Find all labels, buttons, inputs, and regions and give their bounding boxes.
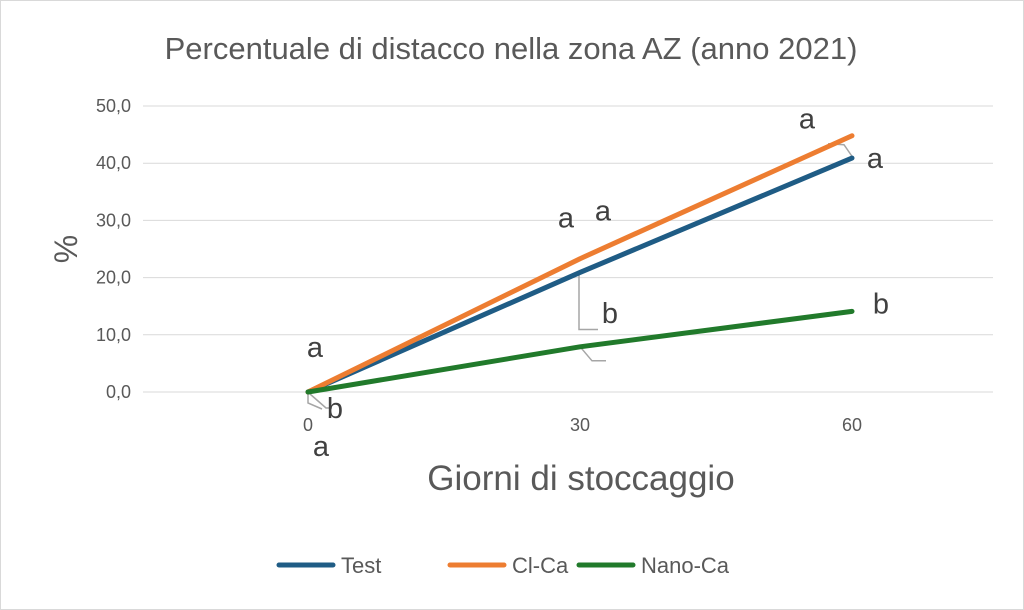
series-line-1 [308, 136, 852, 392]
legend: Test Cl-Ca Nano-Ca [279, 553, 730, 578]
data-label: a [799, 104, 816, 136]
data-label: a [307, 332, 324, 364]
chart-title: Percentuale di distacco nella zona AZ (a… [165, 31, 858, 66]
y-tick-labels: 0,0 10,0 20,0 30,0 40,0 50,0 [96, 96, 131, 402]
data-label: b [327, 393, 343, 425]
data-label: a [313, 431, 330, 463]
leader-nano-30 [581, 348, 606, 361]
data-label: b [602, 298, 618, 330]
y-axis-title: % [48, 235, 84, 263]
y-tick-label: 0,0 [106, 382, 131, 402]
y-tick-label: 30,0 [96, 210, 131, 230]
y-tick-label: 50,0 [96, 96, 131, 116]
legend-label-2: Nano-Ca [641, 553, 730, 578]
data-label: b [873, 288, 889, 320]
x-tick-label: 0 [303, 415, 313, 435]
y-tick-label: 20,0 [96, 268, 131, 288]
data-label: a [595, 195, 612, 227]
data-label: a [867, 143, 884, 175]
leader-test-30 [579, 274, 598, 329]
x-axis-title: Giorni di stoccaggio [427, 459, 734, 498]
x-tick-label: 30 [570, 415, 590, 435]
y-tick-label: 10,0 [96, 325, 131, 345]
data-label: a [558, 203, 575, 235]
x-tick-label: 60 [842, 415, 862, 435]
data-label-leaders [308, 144, 853, 409]
y-tick-label: 40,0 [96, 153, 131, 173]
legend-label-1: Cl-Ca [512, 553, 569, 578]
x-tick-labels: 0 30 60 [303, 415, 862, 435]
legend-label-0: Test [341, 553, 381, 578]
series-line-0 [308, 158, 852, 392]
series-lines [308, 136, 852, 392]
